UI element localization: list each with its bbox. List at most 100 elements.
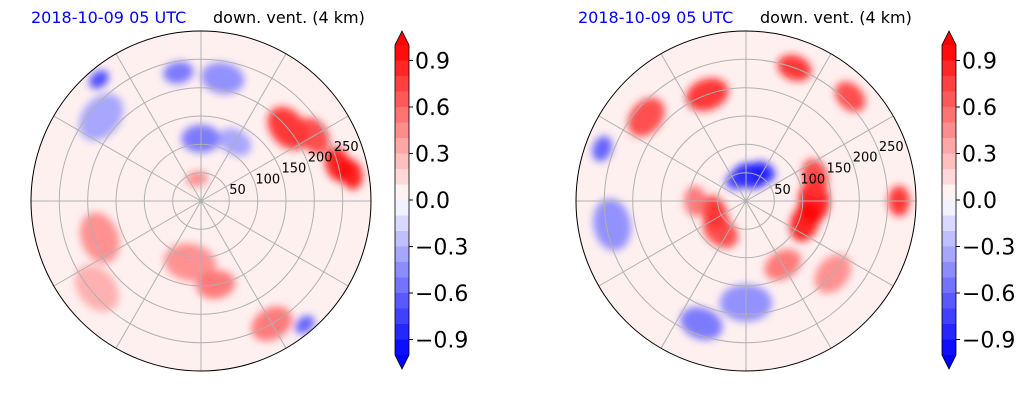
colorbar-segment [942, 76, 956, 92]
colorbar-segment [395, 308, 409, 325]
colorbar-segment [395, 277, 409, 294]
angular-gridline [115, 200, 202, 349]
polar-frame-right [575, 30, 917, 372]
colorbar-tick-label: 0.3 [415, 143, 450, 168]
colorbar-segment [942, 60, 956, 77]
colorbar-segment [942, 231, 956, 247]
field-feature [89, 70, 109, 89]
colorbar-segment [942, 308, 956, 325]
panel-left: 2018-10-09 05 UTC down. vent. (4 km) 50 1… [30, 8, 468, 372]
angular-gridline [598, 200, 747, 287]
colorbar-segment [942, 45, 956, 61]
field-feature [593, 198, 632, 251]
colorbar-segment [942, 153, 956, 170]
angular-gridline [745, 115, 894, 202]
angular-gridline [200, 200, 349, 287]
colorbar-segment [395, 107, 409, 123]
colorbar-tick-label: 0.6 [962, 96, 997, 121]
colorbar-outline [394, 30, 410, 370]
colorbar-segment [942, 277, 956, 294]
angular-gridline [598, 115, 747, 202]
panel-right-title-field: down. vent. (4 km) [760, 8, 912, 27]
angular-gridline [660, 53, 747, 202]
colorbar-extend-min [395, 355, 409, 369]
polar-grid-right [576, 31, 916, 371]
colorbar-tick-label: −0.9 [962, 329, 1015, 354]
field-feature [74, 265, 119, 312]
radial-tick-label: 100 [255, 172, 280, 187]
field-feature [725, 169, 751, 190]
field-feature [163, 61, 194, 84]
colorbar-tick-label: 0.3 [962, 143, 997, 168]
field-feature [295, 315, 315, 334]
colorbar-left: 0.9 0.6 0.3 0.0 −0.3 −0.6 −0.9 [394, 30, 468, 370]
field-feature [627, 97, 665, 137]
colorbar-tick-label: 0.9 [962, 50, 997, 75]
contour-field-right [592, 54, 910, 340]
colorbar-extend-max [942, 31, 956, 45]
polar-grid-left [31, 31, 371, 371]
radial-tick-label: 150 [282, 162, 307, 177]
colorbar-segment [395, 293, 409, 309]
radial-tick-label: 200 [853, 151, 878, 166]
contour-field-left [74, 61, 363, 342]
radial-tick-label: 250 [879, 140, 904, 155]
angular-gridline [745, 200, 894, 287]
colorbar-segment [942, 122, 956, 139]
angular-gridline [200, 200, 287, 349]
colorbar-tick-label: 0.0 [962, 189, 997, 214]
radial-tick-label: 250 [334, 140, 359, 155]
colorbar-segment [395, 60, 409, 77]
angular-gridline [660, 200, 747, 349]
colorbar-right: 0.9 0.6 0.3 0.0 −0.3 −0.6 −0.9 [941, 30, 1015, 370]
angular-gridline [745, 53, 832, 202]
colorbar-segment [942, 339, 956, 356]
field-feature [79, 93, 124, 141]
field-feature [186, 170, 208, 187]
angular-gridline [200, 53, 287, 202]
angular-gridline [745, 200, 832, 349]
colorbar-segment [395, 262, 409, 278]
field-feature [592, 135, 613, 162]
colorbar-tick-label: −0.9 [415, 329, 468, 354]
colorbar-tick-label: 0.6 [415, 96, 450, 121]
colorbar-tick-label: 0.9 [415, 50, 450, 75]
angular-gridline [115, 53, 202, 202]
radial-tick-label: 200 [308, 151, 333, 166]
colorbar-extend-min [942, 355, 956, 369]
panel-left-title-time: 2018-10-09 05 UTC [31, 8, 186, 27]
colorbar-segment [395, 339, 409, 356]
panel-right: 2018-10-09 05 UTC down. vent. (4 km) 50 1… [575, 8, 1015, 372]
colorbar-tick-label: −0.3 [962, 236, 1015, 261]
colorbar-segment [395, 76, 409, 92]
panel-left-title-field: down. vent. (4 km) [213, 8, 365, 27]
colorbar-segment [395, 169, 409, 185]
panel-right-title-time: 2018-10-09 05 UTC [578, 8, 733, 27]
colorbar-segment [942, 184, 956, 201]
colorbar-segment [395, 45, 409, 61]
colorbar-segment [942, 246, 956, 263]
colorbar-segment [395, 91, 409, 108]
colorbar-outline [941, 30, 957, 370]
radial-tick-label: 50 [774, 183, 791, 198]
colorbar-segment [395, 215, 409, 232]
field-feature [702, 214, 739, 248]
field-feature [789, 203, 820, 242]
angular-gridline [53, 115, 202, 202]
colorbar-segment [942, 200, 956, 216]
colorbar-segment [395, 200, 409, 216]
colorbar-segment [942, 107, 956, 123]
field-feature [834, 81, 866, 113]
angular-gridline [53, 200, 202, 287]
colorbar-segment [942, 91, 956, 108]
colorbar-tick-label: −0.6 [962, 282, 1015, 307]
colorbar-segment [942, 293, 956, 309]
colorbar-segment [395, 324, 409, 340]
colorbar-segment [395, 122, 409, 139]
colorbar-segment [395, 246, 409, 263]
colorbar-segment [942, 138, 956, 154]
